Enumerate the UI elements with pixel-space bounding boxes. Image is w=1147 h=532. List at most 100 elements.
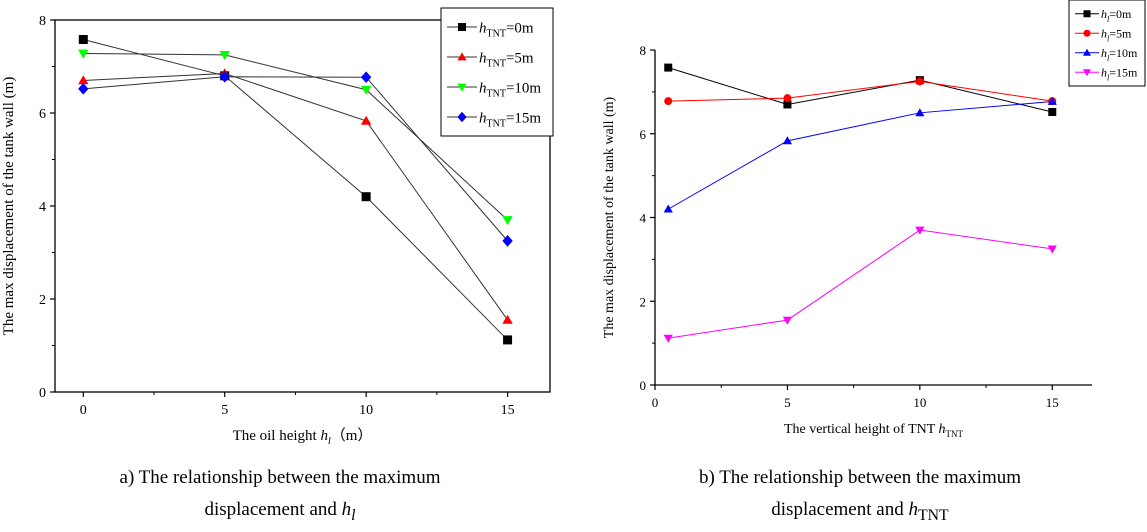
caption-a-var: h xyxy=(341,499,352,520)
chart-a-series-0-point-2 xyxy=(361,192,371,202)
chart-b-plot-area xyxy=(663,63,1057,343)
chart-b-series-0 xyxy=(664,63,1057,116)
chart-a-series-0-point-0 xyxy=(78,35,88,45)
chart-a-legend-marker-2 xyxy=(457,83,467,92)
chart-b-y-tick-label-6: 6 xyxy=(640,127,647,142)
chart-b-series-2-point-2 xyxy=(915,108,925,117)
caption-b-text: displacement and xyxy=(771,499,909,520)
chart-b-legend-label-3: hl=15m xyxy=(1101,65,1138,82)
caption-a-sub: l xyxy=(351,506,356,524)
chart-b-series-2-line xyxy=(667,101,1053,210)
chart-a-legend-marker-0 xyxy=(458,23,466,31)
chart-b-series-0-point-1 xyxy=(783,100,792,109)
chart-a-series-1 xyxy=(78,68,513,324)
chart-a-series-2-point-2 xyxy=(360,85,372,95)
chart-a-x-axis-label: The oil height hl（m） xyxy=(233,427,373,447)
chart-a-series-3-point-3 xyxy=(502,235,513,247)
caption-b: b) The relationship between the maximum … xyxy=(580,462,1140,532)
chart-b-series-0-point-3 xyxy=(1048,107,1057,116)
chart-b-series-1-line xyxy=(668,80,1053,102)
chart-a-x-tick-label-5: 5 xyxy=(221,403,228,418)
chart-a-legend-label-0: hTNT=0m xyxy=(479,20,534,39)
chart-b-series-3-line xyxy=(668,229,1053,339)
chart-b-legend-label-0: hl=0m xyxy=(1101,7,1132,24)
chart-b-legend-marker-3 xyxy=(1082,69,1092,77)
chart-b-series-2-point-3 xyxy=(1047,96,1057,105)
chart-a-plot-area xyxy=(78,35,513,345)
chart-b-series-3 xyxy=(663,226,1057,343)
chart-b-y-tick-label-4: 4 xyxy=(640,211,647,226)
chart-a-y-tick-label-8: 8 xyxy=(39,14,46,29)
caption-a-line1: a) The relationship between the maximum xyxy=(119,467,441,488)
chart-b-x-axis-label: The vertical height of TNT hTNT xyxy=(784,422,964,439)
caption-b-sub: TNT xyxy=(917,506,949,524)
chart-b-x-tick-label-0: 0 xyxy=(652,395,659,410)
caption-b-line1: b) The relationship between the maximum xyxy=(698,467,1022,488)
chart-b-axes: 0 5 10 15 0 2 4 6 8 xyxy=(640,43,1092,410)
chart-b-legend-marker-1 xyxy=(1083,29,1091,37)
chart-b-series-1-point-1 xyxy=(783,94,792,103)
chart-a-series-3-point-0 xyxy=(78,82,89,95)
caption-b-var: h xyxy=(908,499,918,520)
chart-a-series-2-line xyxy=(83,52,508,221)
chart-a-series-2-point-1 xyxy=(219,51,230,61)
chart-a-series-3-point-1 xyxy=(219,70,230,83)
caption-b-line2: displacement and hTNT xyxy=(580,494,1140,532)
caption-a: a) The relationship between the maximum … xyxy=(0,462,560,532)
chart-a-series-3 xyxy=(78,70,513,247)
chart-a-legend-marker-1 xyxy=(457,52,467,61)
chart-a-legend-label-1: hTNT=5m xyxy=(479,50,534,69)
chart-b-legend-label-1: hl=5m xyxy=(1101,26,1132,43)
caption-a-text: displacement and xyxy=(204,499,342,520)
chart-b-y-tick-label-8: 8 xyxy=(640,43,647,58)
chart-b: 0 5 10 15 0 2 4 6 8 The vertical height of TNT hT… xyxy=(602,0,1146,439)
chart-a-series-2-point-3 xyxy=(502,216,513,226)
chart-b-series-0-point-0 xyxy=(664,63,673,72)
chart-b-y-axis-label: The max displacement of the tank wall (m… xyxy=(602,96,617,338)
chart-b-legend-box xyxy=(1068,0,1146,87)
chart-a-series-3-point-2 xyxy=(360,71,372,84)
chart-b-series-3-point-2 xyxy=(915,226,925,235)
chart-b-series-2-point-0 xyxy=(663,204,673,213)
chart-a-series-0-line xyxy=(83,39,508,341)
chart-b-legend-marker-2 xyxy=(1082,48,1092,56)
chart-a-series-1-point-0 xyxy=(78,75,89,85)
chart-b-series-3-point-0 xyxy=(663,334,673,343)
caption-a-line2: displacement and hl xyxy=(0,494,560,532)
chart-a: 0 5 10 15 0 2 4 6 8 The oil height hl（m） The max d… xyxy=(1,7,554,447)
chart-b-legend-label-2: hl=10m xyxy=(1101,46,1138,63)
chart-b-series-1-point-0 xyxy=(664,97,673,106)
chart-a-series-2-point-0 xyxy=(78,49,89,59)
chart-b-legend-marker-0 xyxy=(1083,10,1091,18)
chart-a-y-tick-label-6: 6 xyxy=(39,107,46,122)
chart-a-x-tick-label-0: 0 xyxy=(80,403,87,418)
chart-a-y-tick-label-0: 0 xyxy=(39,386,46,401)
chart-a-series-1-point-3 xyxy=(502,314,513,324)
chart-a-series-1-line xyxy=(83,72,508,321)
chart-b-x-tick-label-5: 5 xyxy=(784,395,791,410)
chart-a-y-axis-label: The max displacement of the tank wall (m… xyxy=(1,77,17,336)
chart-b-series-1-point-2 xyxy=(915,77,924,86)
chart-b-y-tick-label-0: 0 xyxy=(640,378,647,393)
chart-a-series-3-line xyxy=(83,76,508,242)
chart-b-series-3-point-3 xyxy=(1047,245,1057,254)
chart-a-x-tick-label-10: 10 xyxy=(359,403,373,418)
chart-b-series-3-point-1 xyxy=(782,316,793,325)
chart-a-legend: hTNT=0m hTNT=5m hTNT=10m hTNT=15m xyxy=(440,7,554,137)
chart-b-x-tick-label-15: 15 xyxy=(1046,395,1059,410)
chart-a-legend-label-2: hTNT=10m xyxy=(479,80,541,99)
chart-a-series-1-point-2 xyxy=(360,115,372,125)
chart-a-series-2 xyxy=(78,49,513,226)
chart-a-legend-label-3: hTNT=15m xyxy=(479,110,541,129)
chart-b-series-2 xyxy=(663,96,1057,213)
chart-a-legend-marker-3 xyxy=(457,111,467,123)
chart-a-y-tick-label-4: 4 xyxy=(39,200,46,215)
chart-a-series-0-point-3 xyxy=(503,335,513,345)
chart-a-y-tick-label-2: 2 xyxy=(39,293,46,308)
chart-b-legend: hl=0m hl=5m hl=10m hl=15m xyxy=(1068,0,1146,87)
chart-b-y-tick-label-2: 2 xyxy=(640,294,647,309)
chart-b-x-tick-label-10: 10 xyxy=(913,395,926,410)
chart-a-axes: 0 5 10 15 0 2 4 6 8 xyxy=(39,14,551,418)
chart-b-series-2-point-1 xyxy=(782,136,793,145)
chart-a-x-tick-label-15: 15 xyxy=(501,403,515,418)
